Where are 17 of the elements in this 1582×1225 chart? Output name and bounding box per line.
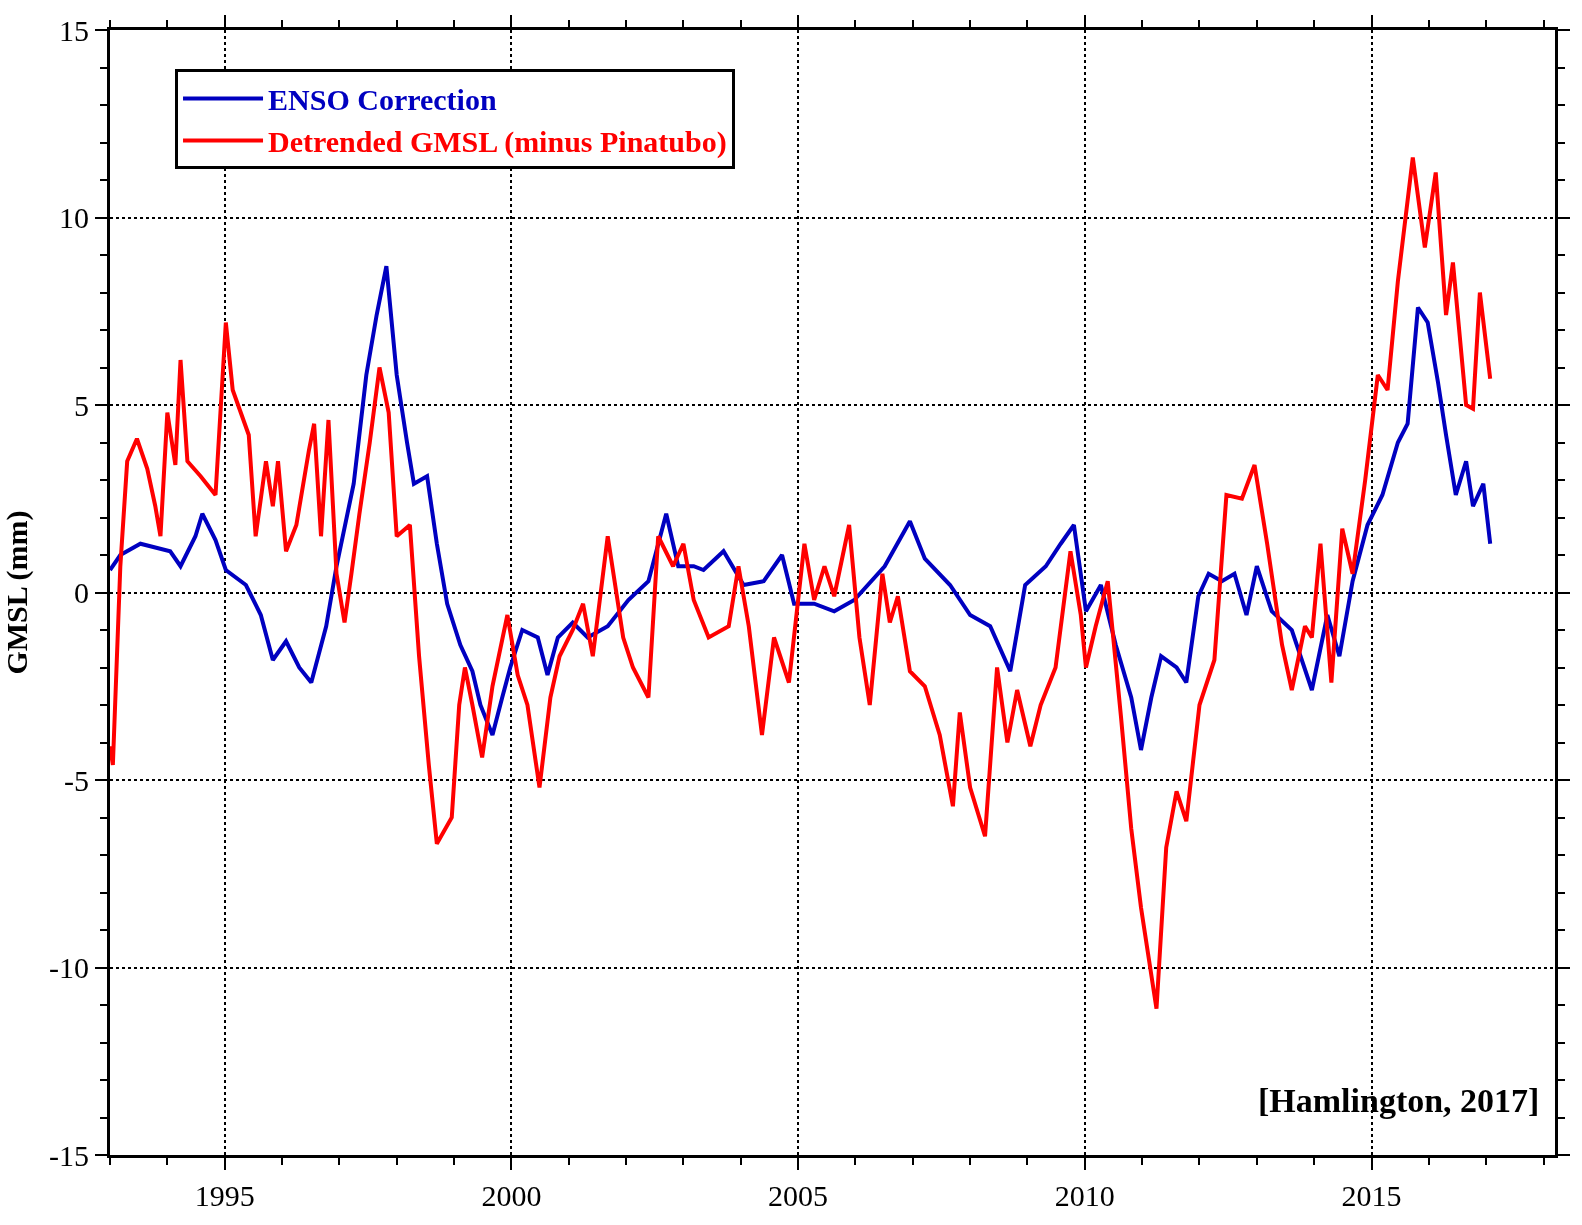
y-tick-label: 5	[74, 388, 89, 422]
legend-label: ENSO Correction	[268, 83, 497, 117]
y-tick-label: -10	[49, 951, 89, 984]
legend-label: Detrended GMSL (minus Pinatubo)	[268, 125, 727, 160]
y-tick-label: -15	[49, 1138, 89, 1172]
x-tick-label: 1995	[194, 1179, 255, 1212]
x-tick-label: 2005	[768, 1179, 829, 1212]
x-tick-label: 2010	[1054, 1179, 1115, 1212]
y-tick-label: 0	[74, 576, 89, 609]
y-tick-label: -5	[64, 763, 89, 797]
y-tick-label: 10	[59, 201, 89, 234]
annotation: [Hamlington, 2017]	[1258, 1082, 1540, 1119]
y-axis-title: GMSL (mm)	[0, 510, 34, 675]
line-series	[110, 264, 1493, 752]
x-tick-label: 2000	[481, 1179, 542, 1212]
x-tick-label: 2015	[1341, 1179, 1402, 1212]
y-tick-label: 15	[59, 13, 89, 47]
